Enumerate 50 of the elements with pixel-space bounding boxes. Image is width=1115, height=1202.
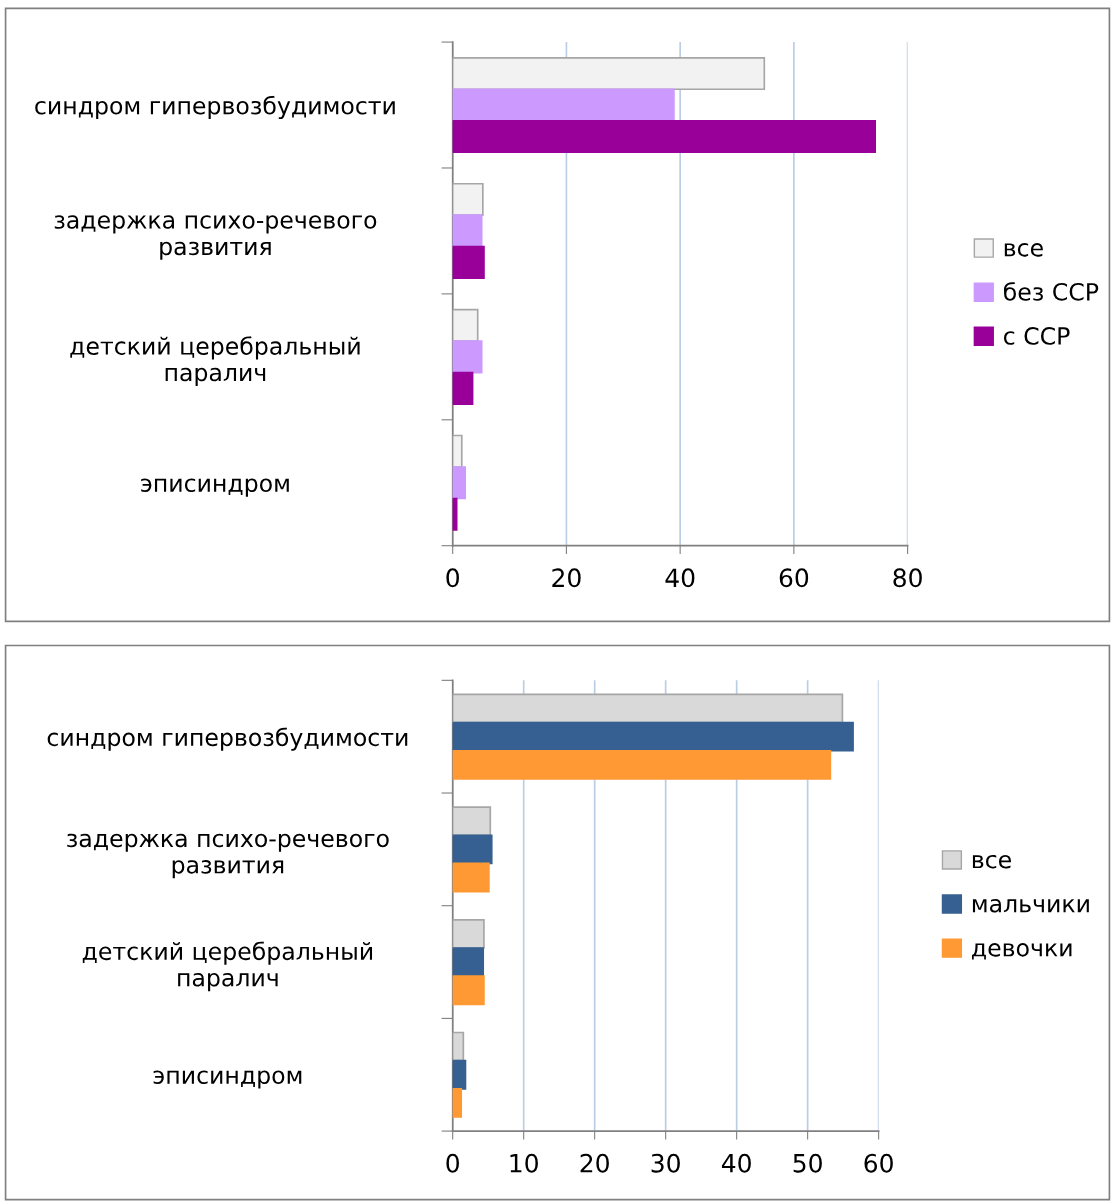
bar bbox=[452, 340, 483, 374]
bar bbox=[452, 806, 492, 837]
y-tick-label: детский церебральный паралич bbox=[82, 941, 373, 992]
x-tick-label: 0 bbox=[446, 1153, 459, 1173]
bar bbox=[452, 693, 844, 724]
x-tick-label: 60 bbox=[779, 568, 809, 588]
bar bbox=[452, 245, 485, 279]
legend-label: с ССР bbox=[1003, 326, 1070, 345]
y-tick-label: задержка психо-речевого развития bbox=[67, 833, 389, 879]
bar bbox=[452, 497, 458, 531]
bar bbox=[452, 975, 485, 1006]
y-tick-label: задержка психо-речевого развития bbox=[54, 215, 377, 260]
x-tick-label: 10 bbox=[510, 1153, 538, 1173]
x-tick-label: 50 bbox=[793, 1153, 822, 1173]
x-tick-label: 80 bbox=[893, 568, 922, 588]
legend-label: без ССР bbox=[1003, 282, 1099, 301]
bar bbox=[452, 1087, 463, 1118]
legend-label: девочки bbox=[972, 943, 1072, 960]
legend-label: все bbox=[1004, 243, 1043, 257]
bar bbox=[452, 918, 485, 949]
bar bbox=[452, 56, 766, 91]
bar bbox=[452, 862, 490, 893]
bar bbox=[452, 721, 854, 752]
x-tick-label: 40 bbox=[721, 1153, 751, 1173]
bar bbox=[452, 1031, 465, 1062]
y-tick-label: детский церебральный паралич bbox=[70, 336, 360, 386]
bar bbox=[452, 466, 467, 500]
bar bbox=[452, 1059, 467, 1090]
y-tick-label: синдром гипервозбудимости bbox=[35, 95, 395, 120]
x-tick-label: 30 bbox=[651, 1153, 680, 1173]
x-tick-label: 40 bbox=[665, 568, 695, 588]
bar bbox=[452, 947, 485, 977]
bar bbox=[452, 749, 832, 780]
bar bbox=[452, 371, 474, 405]
legend-label: мальчики bbox=[972, 899, 1089, 913]
bar bbox=[452, 119, 877, 154]
bar bbox=[452, 182, 484, 217]
y-tick-label: эписиндром bbox=[153, 1070, 302, 1089]
legend-label: все bbox=[972, 854, 1011, 869]
bar bbox=[452, 434, 463, 468]
y-tick-label: эписиндром bbox=[141, 478, 289, 497]
x-tick-label: 20 bbox=[552, 568, 581, 588]
bar bbox=[452, 88, 675, 122]
x-tick-label: 0 bbox=[446, 568, 459, 588]
bar bbox=[452, 834, 493, 865]
y-tick-label: синдром гипервозбудимости bbox=[47, 727, 408, 751]
bar bbox=[452, 214, 483, 248]
x-tick-label: 20 bbox=[580, 1153, 609, 1173]
bar bbox=[452, 308, 479, 342]
x-tick-label: 60 bbox=[864, 1153, 893, 1173]
